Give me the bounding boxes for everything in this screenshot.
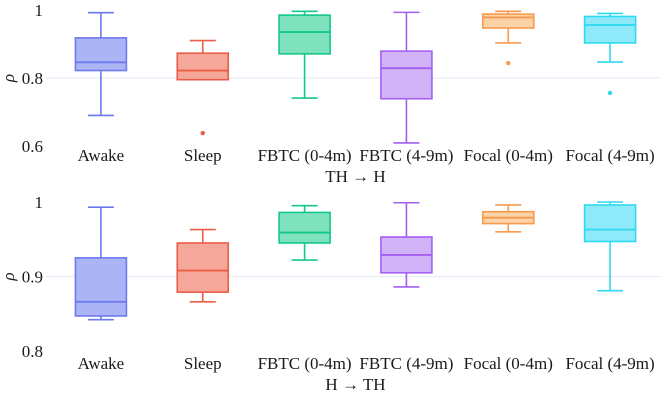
plot1-ytick-0.9: 0.9 [22,268,43,287]
plot0-fbtc-0-4m-box [278,14,331,55]
plot0-focal-4-9m-outlier-0 [607,90,613,96]
plot1-sleep-label: Sleep [184,354,222,373]
plot0-xlabel: TH → H [325,167,385,186]
plot1-fbtc-4-9m-label: FBTC (4-9m) [359,354,453,373]
plot0-fbtc-0-4m-label: FBTC (0-4m) [258,146,352,165]
plot1-ylabel-rho: ρ [0,272,18,281]
plot0-sleep-outlier-0 [200,130,205,136]
plot0-awake-box [74,37,128,72]
plot1-xlabel: H → TH [325,375,385,394]
plot0-focal-4-9m-box [583,15,637,44]
plot0-sleep-label: Sleep [184,146,222,165]
plot0-focal-0-4m-outlier-0 [506,60,511,66]
plot0-fbtc-4-9m-label: FBTC (4-9m) [359,146,453,165]
plot0-ytick-1: 1 [35,1,44,20]
plot1-fbtc-0-4m-label: FBTC (0-4m) [258,354,352,373]
plot1-focal-4-9m-label: Focal (4-9m) [565,354,654,373]
plot1-focal-0-4m-label: Focal (0-4m) [464,354,553,373]
plot0-sleep-box [176,52,230,81]
plot1-awake-box [74,257,128,317]
plot0-focal-0-4m-box [481,13,535,29]
plot1-ytick-1: 1 [35,193,44,212]
plot0-awake-label: Awake [78,146,125,165]
plot0-focal-0-4m-label: Focal (0-4m) [464,146,553,165]
plot0-ytick-0.8: 0.8 [22,69,43,88]
plot1-fbtc-0-4m-box [278,211,331,244]
plot1-ytick-0.8: 0.8 [22,342,43,361]
plot0-ytick-0.6: 0.6 [22,137,43,156]
plot1-focal-4-9m-box [583,204,637,243]
plot1-awake-label: Awake [78,354,125,373]
plot0-focal-4-9m-label: Focal (4-9m) [565,146,654,165]
plot0-fbtc-4-9m-box [380,50,433,100]
plot1-sleep-box [176,242,230,293]
plot0-ylabel-rho: ρ [0,74,18,83]
